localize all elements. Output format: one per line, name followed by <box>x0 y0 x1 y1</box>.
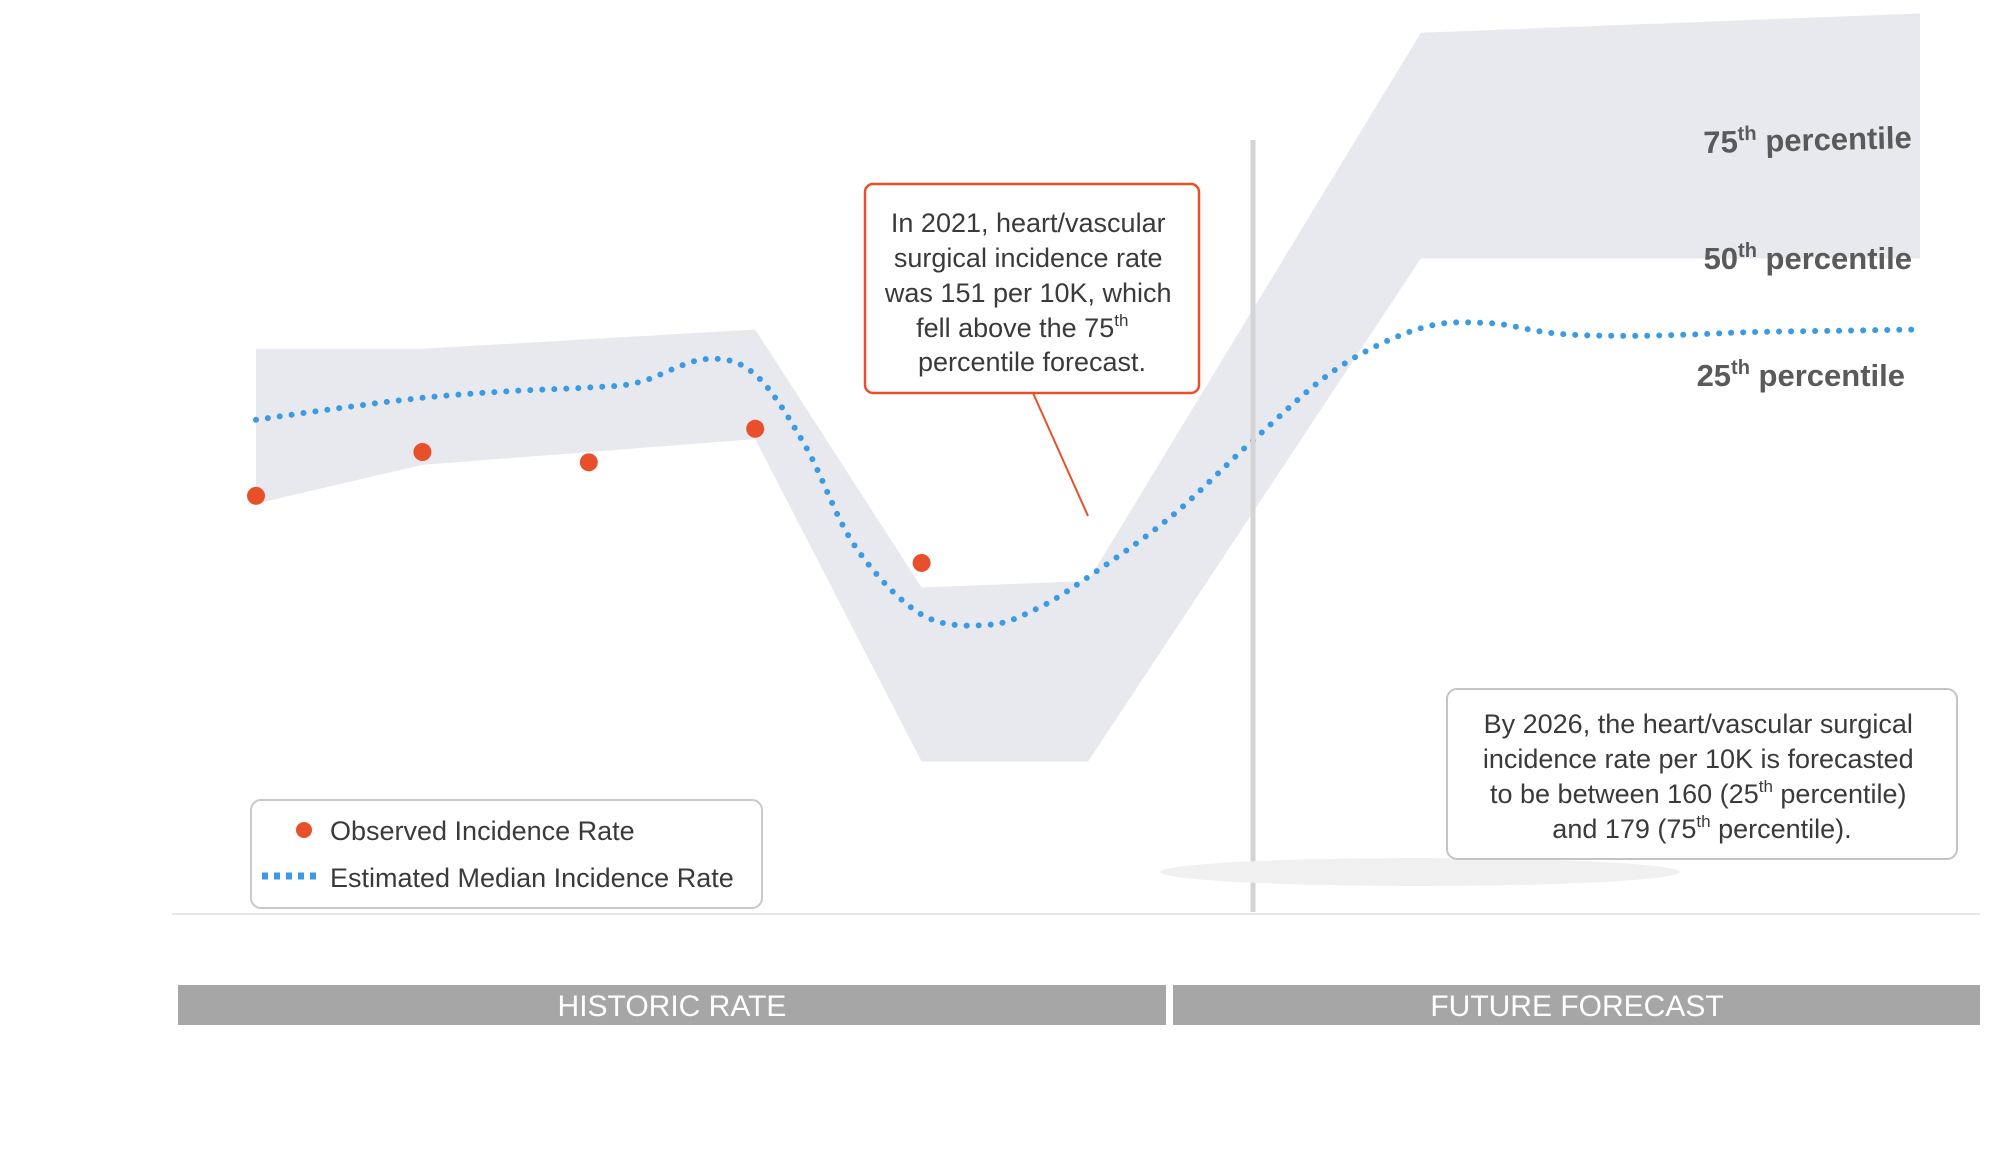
forecast-line-4a: and 179 (75 <box>1552 814 1696 844</box>
section-label-historic: HISTORIC RATE <box>558 990 787 1023</box>
percentile-band <box>256 13 1920 762</box>
observed-point-0 <box>247 486 265 505</box>
observed-point-1 <box>413 443 432 461</box>
forecast-line-4b: percentile). <box>1711 814 1852 844</box>
forecast-line-1: By 2026, the heart/vascular surgical <box>1484 709 1913 739</box>
forecast-note: By 2026, the heart/vascular surgical inc… <box>1160 688 1958 886</box>
legend-label-observed: Observed Incidence Rate <box>330 816 635 846</box>
section-bar-historic <box>178 985 1166 1025</box>
forecast-note-text: By 2026, the heart/vascular surgical inc… <box>1483 709 1921 844</box>
section-bar-forecast <box>1173 985 1980 1025</box>
observed-point-4 <box>912 553 931 572</box>
callout-line-4: fell above the 75 <box>916 313 1114 343</box>
legend: Observed Incidence Rate Estimated Median… <box>250 799 763 909</box>
forecast-note-box <box>1446 688 1958 860</box>
percentile-75-sup: th <box>1737 123 1756 145</box>
orange-dot-icon <box>296 822 312 838</box>
legend-box <box>250 799 763 909</box>
percentile-label-50: 50th percentile <box>1704 240 1912 276</box>
percentile-50-number: 50 <box>1704 241 1738 276</box>
percentile-25-number: 25 <box>1697 358 1731 393</box>
callout-line-2: surgical incidence rate <box>894 243 1163 273</box>
forecast-line-3: to be between 160 (25th percentile) <box>1490 777 1906 809</box>
percentile-75-number: 75 <box>1703 124 1738 160</box>
forecast-line-4-sup: th <box>1696 812 1710 831</box>
callout-2021: In 2021, heart/vascular surgical inciden… <box>863 182 1201 517</box>
callout-line-4-sup: th <box>1114 311 1128 330</box>
callout-leader-line <box>1032 392 1089 517</box>
percentile-25-sup: th <box>1731 357 1750 379</box>
callout-line-3: was 151 per 10K, which <box>884 278 1172 308</box>
legend-label-median: Estimated Median Incidence Rate <box>330 863 734 893</box>
percentile-label-25: 25th percentile <box>1697 357 1905 393</box>
percentile-50-word: percentile <box>1757 241 1912 276</box>
callout-box <box>863 182 1201 395</box>
callout-line-1: In 2021, heart/vascular <box>891 208 1166 238</box>
forecast-line-3-sup: th <box>1759 777 1773 796</box>
callout-line-5: percentile forecast. <box>918 347 1146 377</box>
percentile-50-sup: th <box>1738 240 1757 262</box>
forecast-line-4: and 179 (75th percentile). <box>1552 812 1851 844</box>
percentile-75-word: percentile <box>1756 120 1912 159</box>
median-incidence-line <box>253 319 1923 629</box>
forecast-note-shadow <box>1160 858 1680 886</box>
section-bars: HISTORIC RATE FUTURE FORECAST <box>178 985 1980 1025</box>
percentile-label-75: 75th percentile <box>1703 119 1912 160</box>
observed-point-2 <box>579 453 598 472</box>
callout-text: In 2021, heart/vascular surgical inciden… <box>884 208 1179 377</box>
section-label-forecast: FUTURE FORECAST <box>1430 990 1723 1023</box>
forecast-line-2: incidence rate per 10K is forecasted <box>1483 744 1914 774</box>
percentile-25-word: percentile <box>1750 358 1905 393</box>
forecast-line-3b: percentile) <box>1773 779 1907 809</box>
observed-point-3 <box>746 419 765 438</box>
forecast-line-3a: to be between 160 (25 <box>1490 779 1759 809</box>
